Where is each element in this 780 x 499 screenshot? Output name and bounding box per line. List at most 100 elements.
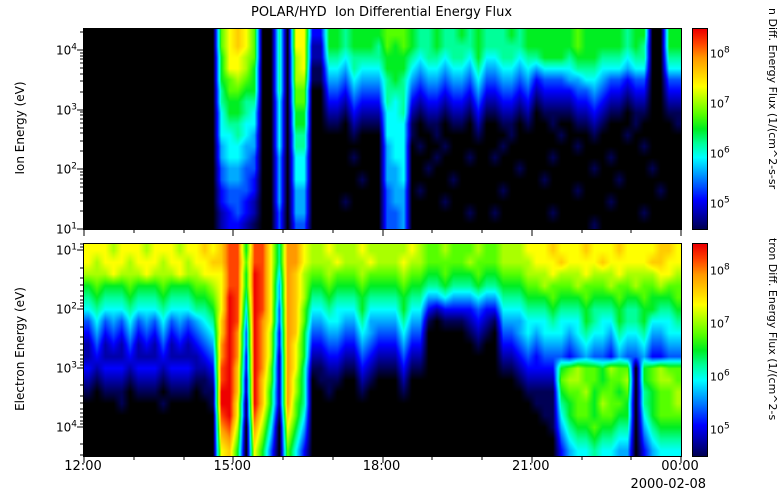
y-axis-tick-mark — [80, 186, 84, 188]
y-axis-tick-mark — [80, 364, 84, 366]
colorbar-tick-label: 106 — [710, 368, 730, 383]
y-axis-tick-mark — [80, 412, 84, 414]
x-axis-tick-mark — [83, 229, 85, 236]
x-tick-label: 00:00 — [661, 459, 699, 474]
y-axis-tick-mark — [80, 302, 84, 304]
y-axis-tick-mark — [80, 140, 84, 142]
y-axis-tick-mark — [77, 228, 84, 230]
y-axis-tick-mark — [80, 361, 84, 363]
ion-colorbar — [692, 28, 708, 230]
y-axis-tick-mark — [80, 73, 84, 75]
electron-colorbar-labels: 108 107 106 105 — [710, 243, 756, 455]
y-axis-tick-mark — [80, 443, 84, 445]
x-axis-tick-mark — [133, 229, 135, 233]
y-axis-tick-mark — [80, 408, 84, 410]
y-axis-tick-mark — [80, 284, 84, 286]
y-axis-tick-mark — [80, 192, 84, 194]
y-axis-tick-mark — [80, 122, 84, 124]
y-axis-tick-mark — [80, 384, 84, 386]
electron-spectrogram-panel: 101 102 103 104 — [56, 242, 682, 463]
y-axis-tick-mark — [80, 336, 84, 338]
y-axis-tick-mark — [80, 354, 84, 356]
y-axis-tick-mark — [80, 349, 84, 351]
x-axis-tick-mark — [431, 456, 433, 460]
y-axis-tick-mark — [80, 200, 84, 201]
x-axis-tick-mark — [382, 456, 383, 463]
x-axis-tick-mark — [481, 229, 483, 233]
ion-y-tick-label: 104 — [55, 42, 77, 58]
x-axis-tick-mark — [382, 229, 383, 236]
electron-energy-axis-label: Electron Energy (eV) — [13, 287, 27, 411]
x-axis-tick-mark — [83, 456, 85, 463]
y-axis-tick-mark — [80, 290, 84, 292]
y-axis-tick-mark — [80, 132, 84, 134]
electron-colorbar-title: tron Diff. Energy Flux (1/(cm^2-s — [766, 238, 779, 421]
x-axis-tick-mark — [183, 229, 184, 233]
x-axis-tick-mark — [630, 229, 632, 233]
ion-spectrogram-panel: 104 103 102 101 — [56, 28, 682, 237]
x-axis-tick-mark — [232, 229, 234, 236]
y-axis-tick-mark — [80, 358, 84, 360]
electron-y-tick-label: 103 — [55, 360, 77, 376]
y-axis-tick-mark — [80, 58, 84, 60]
y-axis-tick-mark — [80, 305, 84, 307]
colorbar-tick-label: 105 — [710, 195, 730, 211]
ion-energy-axis-label: Ion Energy (eV) — [13, 81, 27, 175]
y-axis-tick-mark — [80, 420, 84, 422]
colorbar-tick-label: 105 — [710, 421, 730, 436]
y-axis-tick-mark — [77, 308, 84, 310]
electron-y-tick-label: 104 — [55, 419, 77, 435]
y-axis-tick-mark — [80, 80, 84, 82]
y-axis-tick-mark — [80, 423, 84, 425]
x-tick-label: 12:00 — [64, 459, 102, 474]
y-axis-tick-mark — [80, 454, 84, 456]
y-axis-tick-mark — [80, 395, 84, 397]
y-axis-tick-mark — [80, 111, 84, 113]
electron-spectrogram-canvas — [84, 244, 681, 456]
date-label: 2000-02-08 — [630, 477, 706, 492]
y-axis-tick-mark — [80, 267, 84, 269]
colorbar-tick-label: 106 — [710, 145, 730, 161]
x-axis-tick-mark — [481, 456, 483, 460]
x-axis-tick-mark — [232, 456, 234, 463]
x-axis-tick-mark — [183, 456, 184, 460]
x-tick-label: 18:00 — [362, 459, 401, 474]
y-axis-tick-mark — [80, 118, 84, 120]
y-axis-tick-mark — [77, 249, 84, 251]
colorbar-tick-label: 108 — [710, 45, 730, 61]
y-axis-tick-mark — [80, 402, 84, 404]
x-tick-label: 21:00 — [512, 459, 550, 474]
y-axis-tick-mark — [80, 114, 84, 116]
y-axis-tick-mark — [77, 168, 84, 170]
y-axis-tick-mark — [80, 178, 84, 180]
figure-title: POLAR/HYD Ion Differential Energy Flux — [250, 5, 513, 20]
x-axis-tick-mark — [581, 456, 582, 460]
x-axis-tick-mark — [332, 229, 334, 233]
y-axis-tick-mark — [80, 295, 84, 297]
y-axis-tick-mark — [80, 243, 84, 245]
y-axis-tick-mark — [77, 367, 84, 369]
y-axis-tick-mark — [80, 246, 84, 248]
y-axis-tick-mark — [80, 210, 84, 212]
y-axis-tick-mark — [80, 150, 84, 152]
x-axis-tick-mark — [282, 456, 284, 460]
y-axis-tick-mark — [80, 171, 84, 173]
y-axis-tick-mark — [80, 174, 84, 176]
x-axis-tick-mark — [332, 456, 334, 460]
y-axis-tick-mark — [77, 109, 84, 111]
electron-y-tick-label: 101 — [55, 242, 77, 258]
colorbar-tick-label: 107 — [710, 95, 730, 111]
x-axis-tick-mark — [133, 456, 135, 460]
x-axis-tick-mark — [680, 456, 682, 463]
x-axis-tick-mark — [531, 456, 533, 463]
x-axis-tick-mark — [531, 229, 533, 236]
y-axis-tick-mark — [80, 343, 84, 345]
y-axis-tick-mark — [80, 52, 84, 54]
y-axis-tick-mark — [80, 31, 84, 33]
ion-colorbar-gradient — [693, 29, 707, 229]
y-axis-tick-mark — [80, 326, 84, 327]
y-axis-tick-mark — [80, 91, 84, 93]
y-axis-tick-mark — [80, 67, 84, 69]
x-axis-tick-mark — [680, 229, 682, 236]
